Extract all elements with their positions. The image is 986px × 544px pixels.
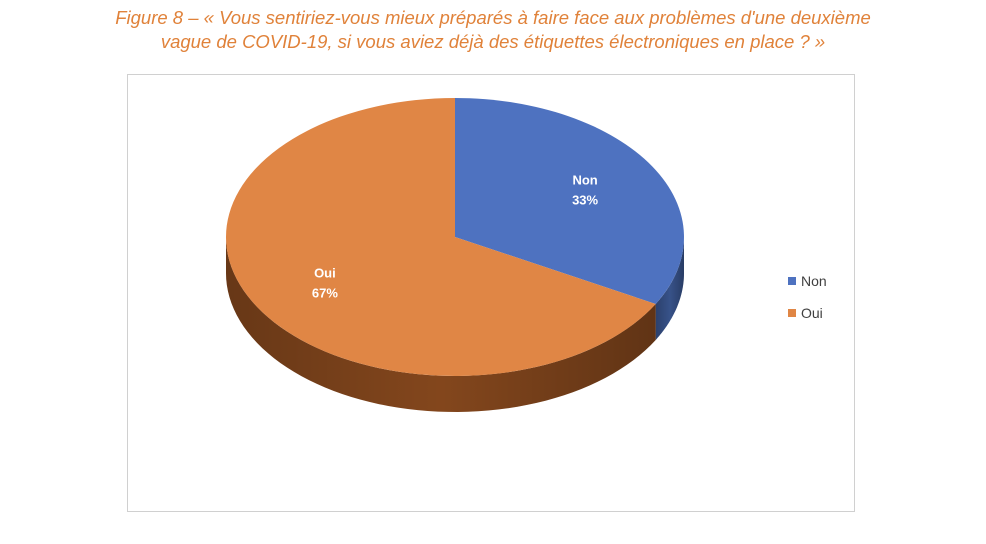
legend-item-oui: Oui — [788, 297, 827, 329]
pie-side-shade-non — [655, 237, 684, 340]
pie-top-group — [225, 98, 684, 376]
pie-labels-group: Non 33% Oui 67% — [312, 172, 599, 300]
figure-caption: Figure 8 – « Vous sentiriez-vous mieux p… — [0, 6, 986, 54]
pie-slice-oui — [225, 98, 656, 376]
data-label-category-non: Non — [572, 172, 597, 187]
chart-area: Non 33% Oui 67% Non Oui — [127, 74, 855, 512]
legend-label-oui: Oui — [801, 305, 823, 321]
data-label-value-oui: 67% — [312, 286, 338, 301]
pie-slice-non — [455, 98, 684, 304]
legend-item-non: Non — [788, 265, 827, 297]
caption-line-1: Figure 8 – « Vous sentiriez-vous mieux p… — [115, 7, 871, 28]
caption-line-2: vague de COVID-19, si vous aviez déjà de… — [160, 31, 826, 52]
pie-chart: Non 33% Oui 67% — [225, 98, 684, 412]
pie-side-shade-oui — [226, 237, 656, 412]
pie-side-group — [226, 237, 684, 412]
legend-swatch-non — [788, 277, 796, 285]
legend: Non Oui — [788, 265, 827, 329]
data-label-value-non: 33% — [572, 192, 598, 207]
legend-swatch-oui — [788, 309, 796, 317]
legend-label-non: Non — [801, 273, 827, 289]
data-label-category-oui: Oui — [314, 266, 336, 281]
